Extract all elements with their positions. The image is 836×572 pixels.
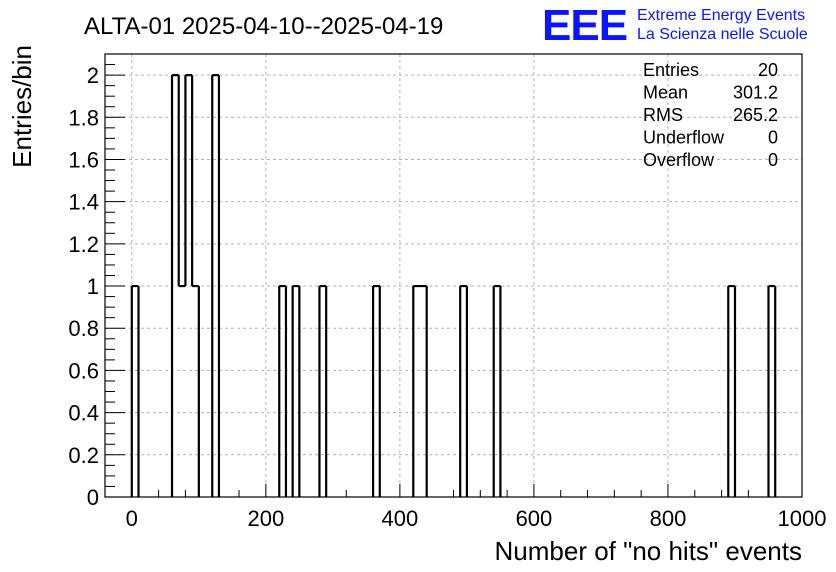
- stats-value: 20: [758, 60, 778, 80]
- logo-line1: Extreme Energy Events: [637, 7, 805, 24]
- stats-label: Entries: [643, 60, 699, 80]
- axes: [104, 53, 803, 498]
- x-tick-label: 800: [650, 506, 687, 531]
- y-tick-label: 1.2: [68, 232, 99, 257]
- y-tick-label: 1.8: [68, 105, 99, 130]
- stats-value: 265.2: [733, 105, 778, 125]
- y-axis-title: Entries/bin: [7, 45, 37, 168]
- histogram-bin: [179, 286, 186, 497]
- plot-frame: [104, 53, 803, 498]
- x-axis-title: Number of "no hits" events: [495, 536, 803, 566]
- y-tick-label: 1.4: [68, 190, 99, 215]
- x-tick-label: 600: [516, 506, 553, 531]
- chart-title: ALTA-01 2025-04-10--2025-04-19: [84, 13, 443, 40]
- y-tick-label: 0.4: [68, 401, 99, 426]
- x-tick-label: 0: [126, 506, 138, 531]
- stats-value: 0: [768, 128, 778, 148]
- y-ticks: 0 0.2 0.4 0.6 0.8 1 1.2 1.4 1.6 1.8 2: [68, 53, 125, 510]
- y-tick-label: 0: [87, 485, 99, 510]
- y-tick-label: 0.8: [68, 316, 99, 341]
- x-tick-label: 400: [382, 506, 419, 531]
- stats-label: Mean: [643, 83, 688, 103]
- y-tick-label: 0.2: [68, 443, 99, 468]
- y-tick-label: 1.6: [68, 147, 99, 172]
- stats-value: 0: [768, 150, 778, 170]
- stats-label: RMS: [643, 105, 683, 125]
- y-tick-label: 1: [87, 274, 99, 299]
- stats-label: Overflow: [643, 150, 715, 170]
- logo-mark: EEE: [542, 1, 627, 50]
- y-tick-label: 2: [87, 63, 99, 88]
- stats-label: Underflow: [643, 128, 725, 148]
- grid-lines: [105, 54, 803, 497]
- x-tick-label: 1000: [778, 506, 827, 531]
- y-tick-label: 0.6: [68, 358, 99, 383]
- stats-box: Entries 20 Mean 301.2 RMS 265.2 Underflow 0 Over…: [643, 60, 778, 170]
- x-tick-label: 200: [247, 506, 284, 531]
- eee-logo: EEE Extreme Energy Events La Scienza nel…: [542, 1, 808, 50]
- logo-line2: La Scienza nelle Scuole: [637, 26, 808, 43]
- histogram-outline: [130, 73, 777, 497]
- stats-value: 301.2: [733, 83, 778, 103]
- histogram-line: [130, 73, 777, 497]
- x-ticks: 0 200 400 600 800 1000: [104, 484, 827, 531]
